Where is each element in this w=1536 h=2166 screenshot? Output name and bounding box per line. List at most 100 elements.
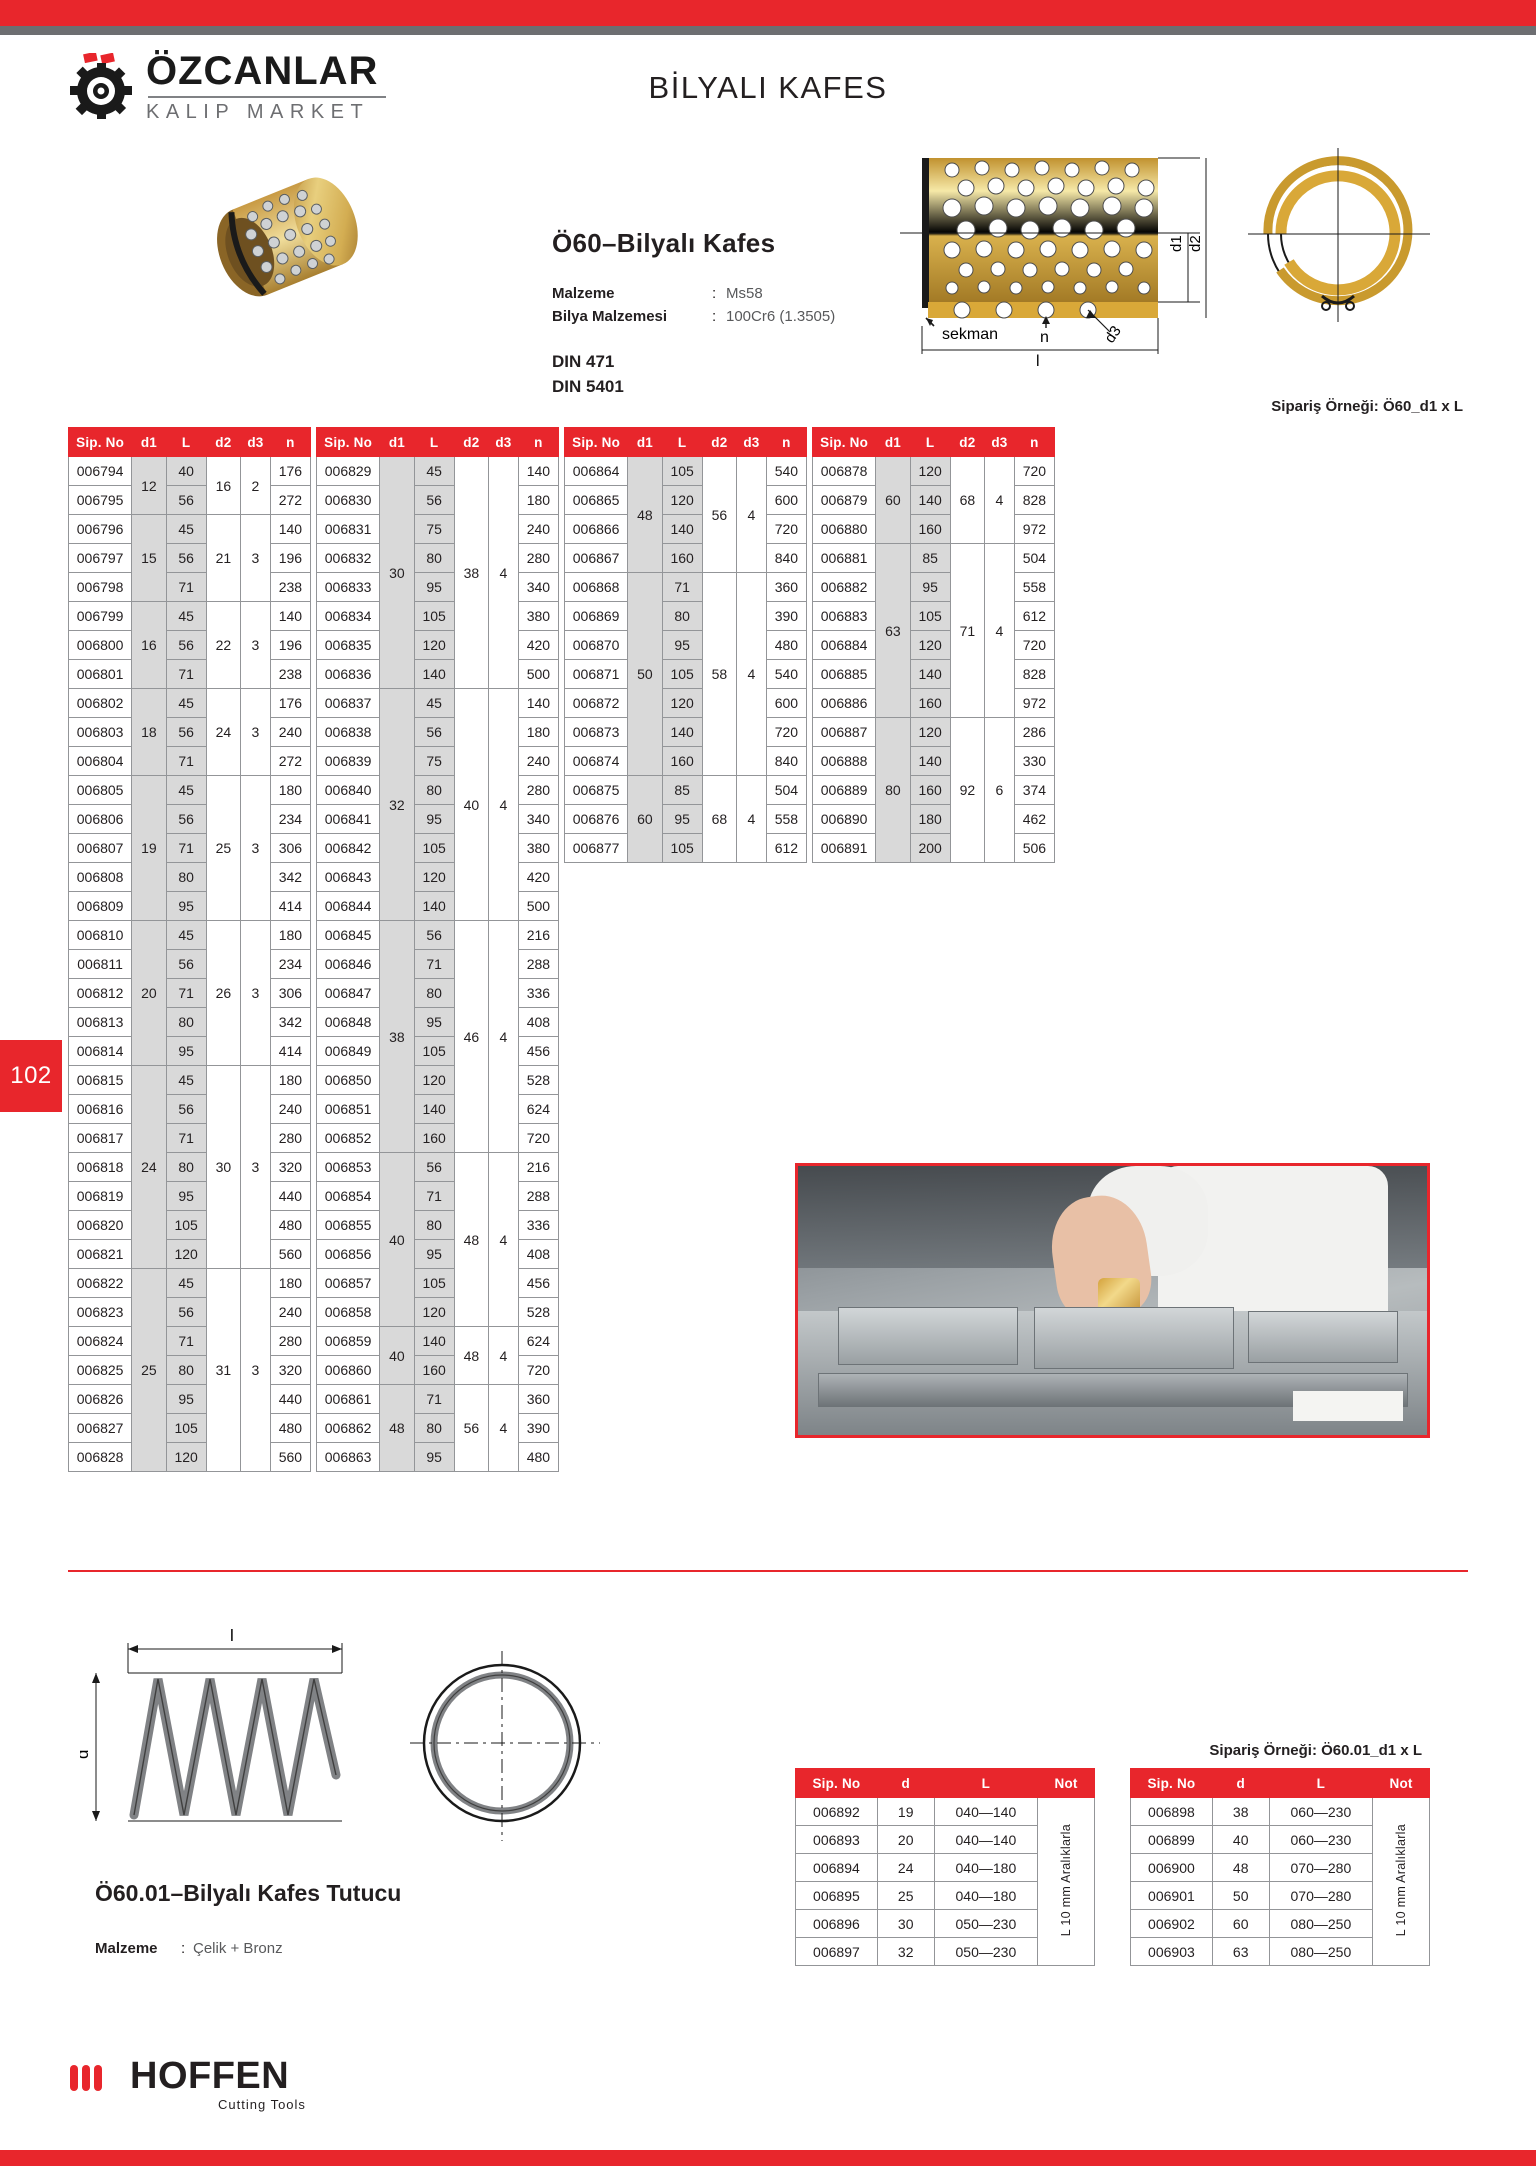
cell-l: 160 xyxy=(413,1123,455,1153)
cell-d2: 26 xyxy=(205,920,242,1066)
label-l-holder: l xyxy=(230,1626,234,1645)
spec-row-ball-material: Bilya Malzemesi : 100Cr6 (1.3505) xyxy=(552,307,836,325)
cell-sip-no: 006847 xyxy=(315,978,381,1008)
table-row: 006882 95 558 xyxy=(811,572,1056,602)
cell-sip-no: 006838 xyxy=(315,717,381,747)
cell-d2: 48 xyxy=(453,1152,490,1327)
cell-n: 500 xyxy=(517,659,560,689)
table-row: 006839 75 240 xyxy=(315,746,560,776)
table-row: 006817 71 280 xyxy=(67,1123,312,1153)
col-n: n xyxy=(269,427,312,457)
table-row: 006796 15 45 21 3 140 xyxy=(67,514,312,602)
cell-d2: 40 xyxy=(453,688,490,921)
cell-d1: 30 xyxy=(379,456,415,689)
standards-list: DIN 471 DIN 5401 xyxy=(552,350,624,399)
note-text: L 10 mm Aralıklarla xyxy=(1394,1823,1409,1937)
cell-sip-no: 006887 xyxy=(811,717,877,747)
table-row: 006813 80 342 xyxy=(67,1007,312,1037)
cell-sip-no: 006880 xyxy=(811,514,877,544)
cell-n: 480 xyxy=(269,1210,312,1240)
cell-l: 120 xyxy=(909,456,951,486)
cell-sip-no: 006894 xyxy=(795,1853,878,1882)
cell-l: 180 xyxy=(909,804,951,834)
cell-n: 176 xyxy=(269,456,312,486)
holder-table-2: Sip. No d L Not 006898 38 060—230 L 10 mm A… xyxy=(1130,1768,1430,1966)
cell-d2: 56 xyxy=(453,1384,490,1472)
cell-d2: 48 xyxy=(453,1326,490,1385)
cell-n: 320 xyxy=(269,1355,312,1385)
cell-l: 71 xyxy=(165,1123,207,1153)
cell-d: 25 xyxy=(876,1881,935,1910)
cell-d: 24 xyxy=(876,1853,935,1882)
cell-l: 56 xyxy=(165,804,207,834)
table-row: 006883 105 612 xyxy=(811,601,1056,631)
cell-d2: 71 xyxy=(949,543,986,718)
top-red-bar xyxy=(0,0,1536,26)
cell-l: 080—250 xyxy=(1268,1909,1374,1938)
cell-n: 306 xyxy=(269,978,312,1008)
cell-l: 80 xyxy=(413,775,455,805)
cell-n: 540 xyxy=(765,456,808,486)
cell-n: 360 xyxy=(765,572,808,602)
cell-n: 380 xyxy=(517,601,560,631)
cell-n: 234 xyxy=(269,949,312,979)
col-d3: d3 xyxy=(984,427,1015,457)
cell-l: 95 xyxy=(413,572,455,602)
cell-n: 238 xyxy=(269,572,312,602)
cell-note: L 10 mm Aralıklarla xyxy=(1037,1797,1095,1966)
cell-sip-no: 006883 xyxy=(811,601,877,631)
table-row: 006821 120 560 xyxy=(67,1239,312,1269)
table-row: 006888 140 330 xyxy=(811,746,1056,776)
cell-n: 336 xyxy=(517,978,560,1008)
cell-sip-no: 006873 xyxy=(563,717,629,747)
gear-logo-icon xyxy=(70,53,132,119)
photo-die-block xyxy=(818,1373,1408,1407)
cell-sip-no: 006872 xyxy=(563,688,629,718)
cell-n: 272 xyxy=(269,746,312,776)
cell-l: 105 xyxy=(413,601,455,631)
cell-l: 95 xyxy=(413,1239,455,1269)
cell-sip-no: 006812 xyxy=(67,978,133,1008)
cell-d3: 4 xyxy=(736,775,767,863)
cell-d2: 22 xyxy=(205,601,242,689)
cell-sip-no: 006901 xyxy=(1130,1881,1213,1910)
cell-n: 500 xyxy=(517,891,560,921)
cell-l: 160 xyxy=(661,746,703,776)
cell-n: 240 xyxy=(269,717,312,747)
footer-logo: HOFFEN Cutting Tools xyxy=(68,2055,368,2117)
cell-l: 71 xyxy=(165,746,207,776)
cell-l: 40 xyxy=(165,456,207,486)
cell-sip-no: 006823 xyxy=(67,1297,133,1327)
order-example-bottom: Sipariş Örneği: Ö60.01_d1 x L xyxy=(1209,1742,1422,1759)
table-row: 006886 160 972 xyxy=(811,688,1056,718)
table-row: 006854 71 288 xyxy=(315,1181,560,1211)
cell-sip-no: 006897 xyxy=(795,1937,878,1966)
col-d2: d2 xyxy=(453,427,490,457)
cell-l: 95 xyxy=(165,1384,207,1414)
table-row: 006858 120 528 xyxy=(315,1297,560,1327)
cell-l: 140 xyxy=(909,659,951,689)
cell-d2: 21 xyxy=(205,514,242,602)
cell-d2: 38 xyxy=(453,456,490,689)
cell-sip-no: 006882 xyxy=(811,572,877,602)
table-row: 006820 105 480 xyxy=(67,1210,312,1240)
cell-sip-no: 006811 xyxy=(67,949,133,979)
cell-n: 380 xyxy=(517,833,560,863)
cell-d3: 4 xyxy=(488,920,519,1153)
cell-n: 234 xyxy=(269,804,312,834)
cell-l: 56 xyxy=(165,630,207,660)
col-n: n xyxy=(765,427,808,457)
table-row: 006892 19 040—140 L 10 mm Aralıklarla xyxy=(795,1797,1095,1966)
cell-l: 060—230 xyxy=(1268,1797,1374,1826)
holder-drawing: l d xyxy=(80,1626,600,1841)
cell-l: 160 xyxy=(909,514,951,544)
table-header-row: Sip. No d1 L d2 d3 n xyxy=(811,427,1056,457)
cell-sip-no: 006843 xyxy=(315,862,381,892)
table-row: 006806 56 234 xyxy=(67,804,312,834)
cell-l: 120 xyxy=(413,1297,455,1327)
photo-paper-label xyxy=(1293,1391,1403,1421)
cell-sip-no: 006857 xyxy=(315,1268,381,1298)
cell-n: 414 xyxy=(269,1036,312,1066)
cell-n: 196 xyxy=(269,543,312,573)
cell-sip-no: 006856 xyxy=(315,1239,381,1269)
